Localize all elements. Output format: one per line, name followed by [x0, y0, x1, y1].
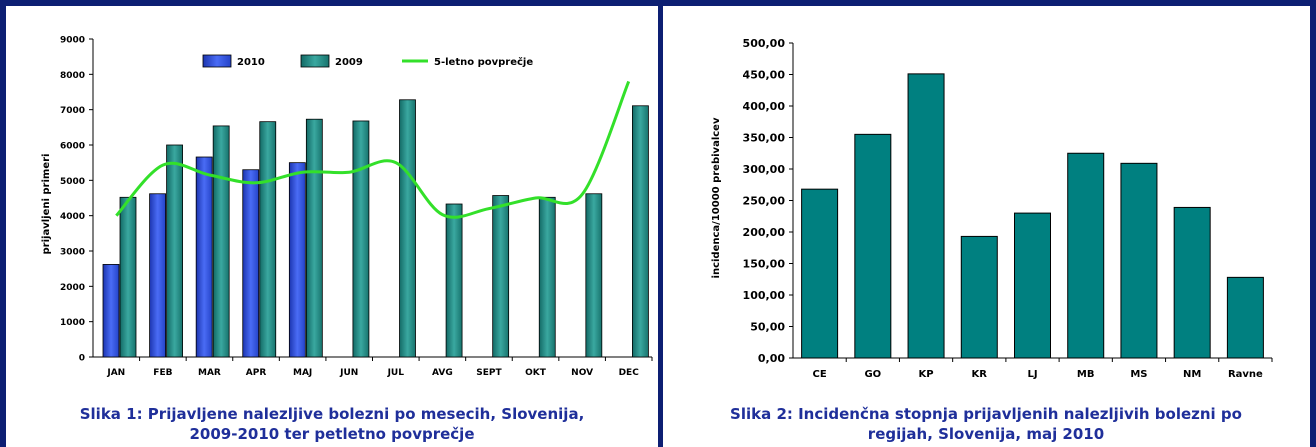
x-tick-label: LJ [1027, 369, 1037, 380]
y-tick-label: 0 [79, 354, 85, 364]
legend-swatch-2010 [202, 54, 232, 68]
bar-2009 [445, 203, 463, 358]
x-tick-label: JUN [339, 368, 358, 378]
caption-line-2: 2009-2010 ter petletno povprečje [189, 425, 474, 443]
x-tick-label: APR [246, 368, 267, 378]
x-tick-label: FEB [153, 368, 172, 378]
x-tick-label: NM [1183, 369, 1201, 380]
bar [854, 133, 892, 359]
line-5-letno-povprecje [115, 80, 631, 219]
y-tick-label: 400,00 [743, 100, 786, 113]
bar-2009 [538, 196, 556, 358]
bar-2009 [259, 121, 277, 358]
y-tick-label: 150,00 [743, 258, 786, 271]
caption-line-2: regijah, Slovenija, maj 2010 [868, 425, 1104, 443]
x-tick-label: CE [813, 369, 827, 380]
x-tick-label: MAR [198, 368, 221, 378]
legend-label-2009: 2009 [335, 57, 363, 68]
bar-2009 [212, 125, 230, 358]
x-tick-label: MAJ [293, 368, 312, 378]
bar [801, 188, 839, 359]
x-tick-label: MS [1130, 369, 1147, 380]
x-tick-label: AVG [432, 368, 453, 378]
y-axis-label: incidenca/10000 prebivalcev [711, 117, 722, 278]
legend-swatch-2009 [300, 54, 330, 68]
bar-2009 [492, 195, 510, 358]
x-tick-label: KP [919, 369, 934, 380]
chart-monthly-cases: 0 1000 2000 3000 4000 5000 6000 7000 8000 9000 JAN… [41, 36, 653, 443]
y-tick-label: 0,00 [758, 352, 785, 365]
bar [1173, 206, 1211, 359]
y-tick-label: 2000 [60, 283, 85, 293]
bar [960, 235, 998, 359]
caption-line-1: Slika 2: Incidenčna stopnja prijavljenih… [730, 405, 1242, 423]
bar-2010 [288, 162, 306, 358]
y-tick-label: 250,00 [743, 195, 786, 208]
bar [1014, 212, 1051, 359]
chart-regional-incidence: 0,00 50,00 100,00 150,00 200,00 250,00 300,00 3… [711, 37, 1273, 443]
bar-2009 [305, 118, 323, 358]
bar-2009 [585, 193, 603, 358]
bar [907, 73, 945, 359]
y-tick-label: 50,00 [750, 321, 785, 334]
x-tick-label: JAN [106, 368, 125, 378]
caption-line-1: Slika 1: Prijavljene nalezljive bolezni … [80, 405, 585, 423]
bar [1120, 162, 1158, 359]
y-tick-label: 100,00 [743, 289, 786, 302]
y-tick-label: 1000 [60, 318, 85, 328]
x-tick-label: MB [1077, 369, 1095, 380]
legend-label-2010: 2010 [237, 57, 265, 68]
x-tick-label: JUL [387, 368, 405, 378]
bar-2009 [632, 105, 649, 358]
y-tick-label: 450,00 [743, 69, 786, 82]
y-tick-label: 350,00 [743, 132, 786, 145]
y-tick-label: 5000 [60, 177, 85, 187]
y-tick-label: 7000 [60, 106, 85, 116]
bar-2009 [352, 120, 370, 358]
y-tick-label: 200,00 [743, 226, 786, 239]
x-tick-label: SEPT [476, 368, 502, 378]
bar [1067, 152, 1105, 359]
x-tick-label: DEC [619, 368, 640, 378]
bar-2010 [149, 193, 166, 358]
bar-2009 [166, 144, 183, 358]
bar-2010 [102, 264, 120, 358]
bar-2009 [399, 99, 416, 358]
y-tick-label: 500,00 [743, 37, 786, 50]
y-tick-label: 3000 [60, 248, 85, 258]
x-tick-label: Ravne [1228, 369, 1263, 380]
legend-label-avg: 5-letno povprečje [434, 56, 533, 68]
x-tick-label: NOV [571, 368, 593, 378]
bar [1226, 276, 1264, 359]
y-axis-label: prijavljeni primeri [41, 154, 52, 255]
y-tick-label: 8000 [60, 71, 85, 81]
x-tick-label: OKT [525, 368, 547, 378]
y-tick-label: 6000 [60, 142, 85, 152]
bar-2010 [242, 169, 260, 358]
y-tick-label: 300,00 [743, 163, 786, 176]
x-tick-label: KR [972, 369, 988, 380]
x-tick-label: GO [864, 369, 881, 380]
y-tick-label: 9000 [60, 36, 85, 46]
bar-2010 [195, 156, 213, 358]
bar-2009 [119, 196, 137, 358]
panel-divider [658, 0, 663, 447]
y-tick-label: 4000 [60, 212, 85, 222]
